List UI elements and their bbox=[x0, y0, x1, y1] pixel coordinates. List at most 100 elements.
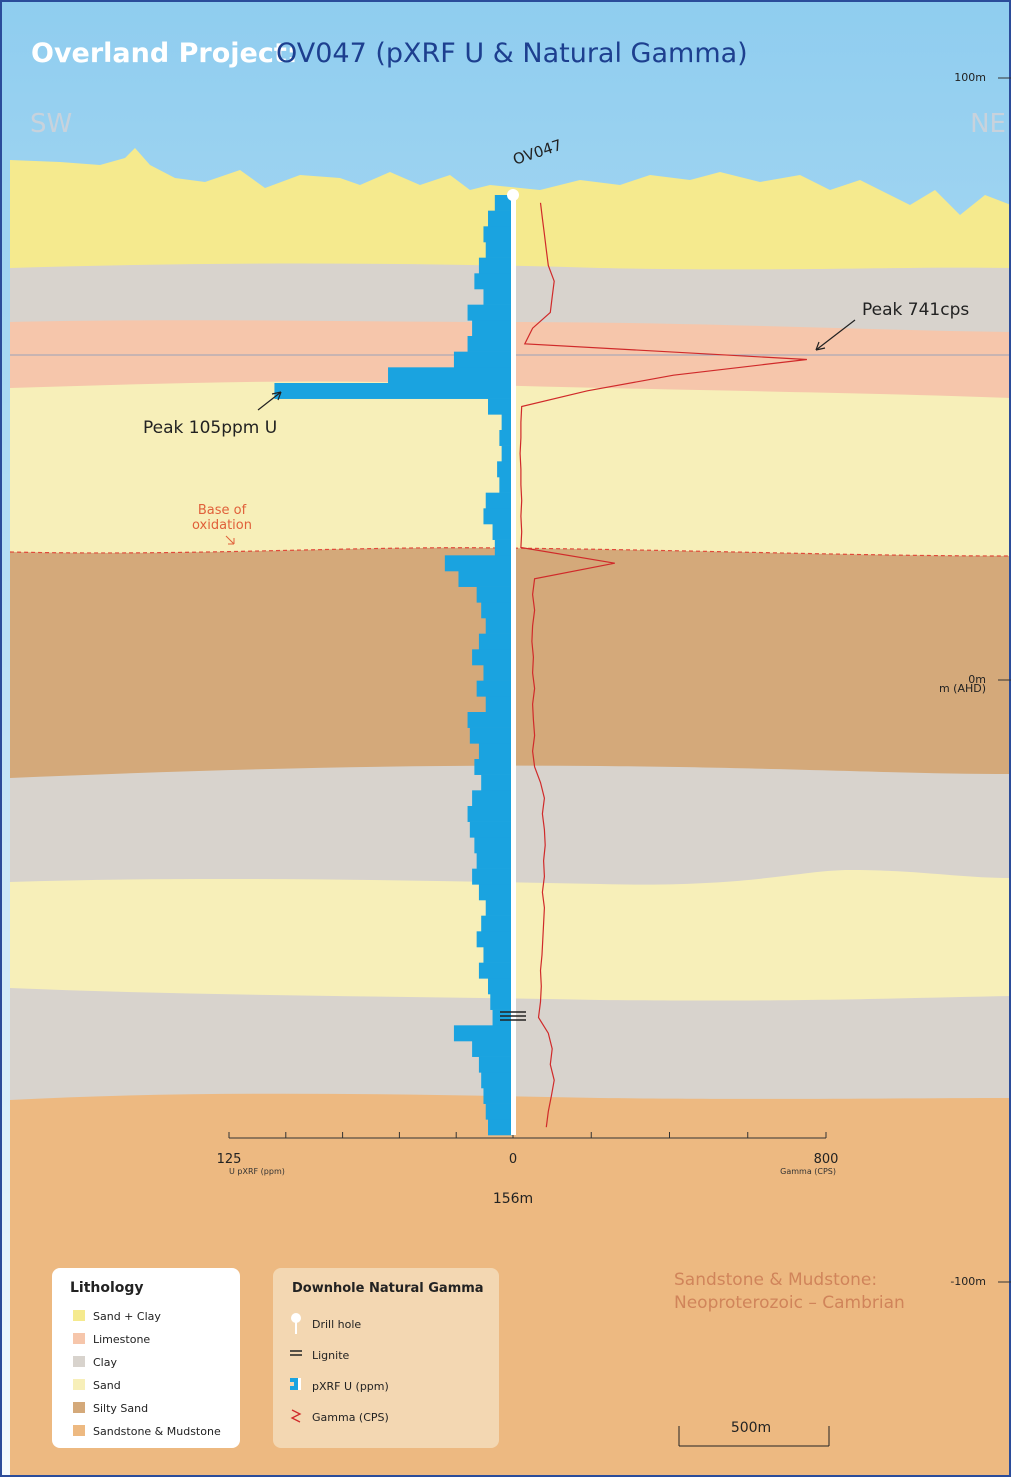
legend-item: Gamma (CPS) bbox=[312, 1411, 389, 1424]
swatch bbox=[73, 1333, 85, 1344]
tick-label: 800 bbox=[814, 1152, 839, 1167]
pxrf-bar bbox=[467, 304, 513, 321]
pxrf-bar bbox=[474, 759, 513, 775]
gamma-trace bbox=[519, 202, 807, 1128]
swatch bbox=[73, 1425, 85, 1436]
pxrf-bar bbox=[467, 806, 513, 822]
title-project: Overland Project: bbox=[31, 38, 298, 69]
pxrf-bar bbox=[453, 1025, 513, 1042]
direction: NE bbox=[970, 109, 1006, 139]
legend-item: pXRF U (ppm) bbox=[312, 1380, 389, 1393]
depth-label: 156m bbox=[493, 1191, 533, 1207]
pxrf-bar bbox=[478, 1056, 513, 1073]
pxrf-bar bbox=[469, 821, 513, 838]
pxrf-bar bbox=[488, 210, 513, 227]
pxrf-bar bbox=[483, 665, 513, 681]
pxrf-bar bbox=[485, 618, 513, 634]
pxrf-bar bbox=[501, 414, 513, 431]
pxrf-bar bbox=[485, 696, 513, 713]
pxrf-bar bbox=[388, 367, 513, 384]
legend-item: Sand bbox=[93, 1379, 121, 1392]
pxrf-bar bbox=[478, 884, 513, 901]
pxrf-bar bbox=[476, 680, 513, 697]
pxrf-bar bbox=[488, 1119, 513, 1136]
pxrf-bar bbox=[472, 649, 513, 666]
pxrf-bar bbox=[483, 226, 513, 243]
pxrf-bar bbox=[497, 461, 513, 478]
tick-label: 0 bbox=[509, 1152, 517, 1167]
pxrf-bar bbox=[499, 477, 513, 493]
collar bbox=[507, 189, 519, 201]
pxrf-bar bbox=[476, 853, 513, 869]
pxrf-bar bbox=[485, 492, 513, 509]
pxrf-bar bbox=[492, 1009, 513, 1026]
arrow bbox=[257, 391, 282, 411]
legend-title: Lithology bbox=[70, 1280, 144, 1296]
pxrf-bar bbox=[501, 445, 513, 462]
elevation-label: 100m bbox=[954, 71, 986, 84]
arrow-head bbox=[815, 341, 826, 351]
pxrf-bar bbox=[494, 195, 513, 211]
legend-item: Limestone bbox=[93, 1333, 150, 1346]
oxidation-label: Base of bbox=[198, 503, 247, 518]
pxrf-bar bbox=[478, 962, 513, 979]
drill-hole bbox=[511, 195, 516, 1135]
pxrf-bar bbox=[472, 868, 513, 885]
pxrf-bar bbox=[488, 978, 513, 995]
axis-label: Gamma (CPS) bbox=[780, 1167, 836, 1176]
legend-item: Drill hole bbox=[312, 1318, 361, 1331]
legend-item: Clay bbox=[93, 1356, 117, 1369]
pxrf-bar bbox=[472, 790, 513, 807]
pxrf-bar bbox=[481, 602, 513, 619]
gamma-legend-items: Drill hole Lignite pXRF U (ppm) Gamma (CPS) bbox=[312, 1318, 389, 1424]
swatch bbox=[73, 1402, 85, 1413]
pxrf-bar bbox=[481, 774, 513, 791]
pxrf-bar bbox=[485, 900, 513, 916]
legend-title: Downhole Natural Gamma bbox=[292, 1281, 484, 1296]
pxrf-peak-label: Peak 105ppm U bbox=[143, 418, 277, 438]
legend-item: Sandstone & Mudstone bbox=[93, 1425, 221, 1438]
pxrf-bar bbox=[483, 289, 513, 305]
arrow bbox=[225, 535, 235, 545]
legend-item: Lignite bbox=[312, 1349, 350, 1362]
pxrf-bar bbox=[476, 586, 513, 603]
pxrf-bar bbox=[485, 1103, 513, 1120]
pxrf-bar bbox=[444, 555, 513, 572]
pxrf-bar bbox=[467, 336, 513, 352]
pxrf-bar bbox=[483, 947, 513, 963]
pxrf-bar bbox=[492, 524, 513, 540]
elevation-label: -100m bbox=[950, 1275, 986, 1288]
pxrf-bar bbox=[469, 727, 513, 744]
pxrf-bar bbox=[472, 320, 513, 337]
pxrf-bar bbox=[478, 633, 513, 650]
pxrf-bar bbox=[499, 430, 513, 446]
gamma-peak-label: Peak 741cps bbox=[862, 300, 969, 320]
pxrf-bar bbox=[467, 712, 513, 728]
pxrf-bar bbox=[474, 837, 513, 854]
pxrf-bar bbox=[274, 383, 513, 399]
basement-label: Neoproterozoic – Cambrian bbox=[674, 1293, 905, 1313]
gamma-legend-icons bbox=[290, 1313, 302, 1423]
arrow bbox=[815, 319, 856, 351]
layer-sandstone bbox=[10, 1093, 1011, 1477]
direction: SW bbox=[30, 109, 72, 139]
pxrf-bar bbox=[485, 242, 513, 258]
pxrf-bar bbox=[474, 273, 513, 290]
pxrf-bar bbox=[476, 931, 513, 948]
pxrf-bar bbox=[478, 743, 513, 760]
pxrf-bar bbox=[483, 1088, 513, 1104]
lithology-items: Sand + Clay Limestone Clay Sand Silty Sand Sa… bbox=[73, 1310, 221, 1438]
pxrf-bar bbox=[478, 257, 513, 274]
oxidation-label: oxidation bbox=[192, 518, 252, 533]
pxrf-bar bbox=[481, 915, 513, 932]
legend-item: Sand + Clay bbox=[93, 1310, 161, 1323]
pxrf-bar bbox=[453, 351, 513, 368]
pxrf-bar bbox=[472, 1041, 513, 1057]
arrow-head bbox=[271, 391, 282, 401]
gamma-legend bbox=[273, 1268, 499, 1448]
axis-label: U pXRF (ppm) bbox=[229, 1167, 285, 1176]
pxrf-bar bbox=[494, 539, 513, 556]
